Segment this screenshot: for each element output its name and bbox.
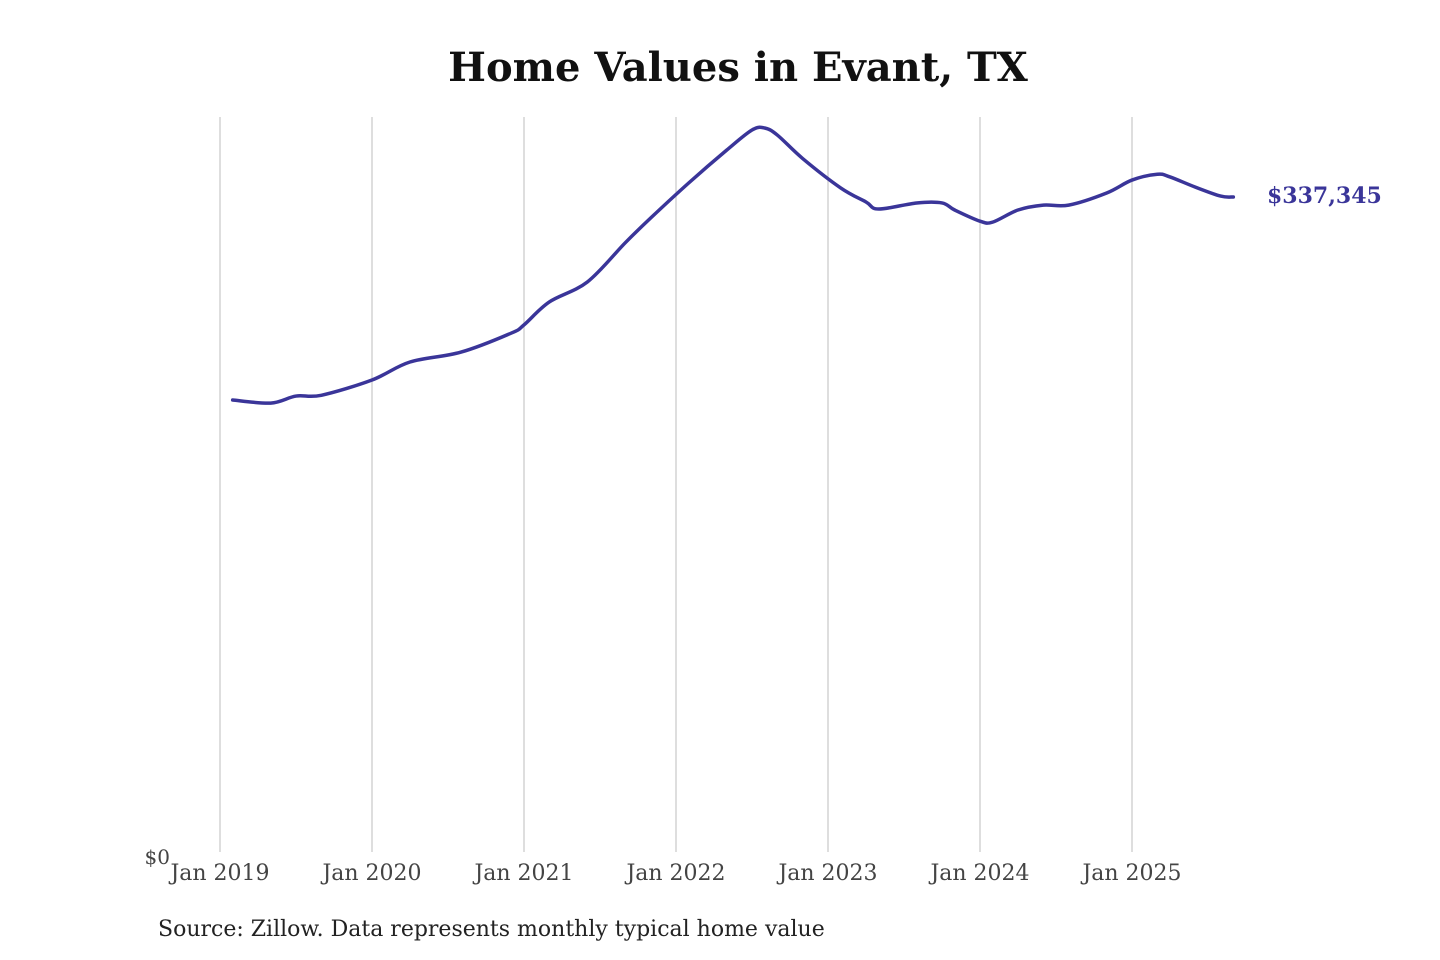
data-point bbox=[1067, 203, 1071, 207]
data-point bbox=[1041, 203, 1045, 207]
data-point bbox=[801, 157, 805, 161]
data-point bbox=[408, 360, 412, 364]
data-point bbox=[269, 401, 273, 405]
data-point bbox=[991, 220, 995, 224]
data-point bbox=[750, 128, 754, 132]
data-point bbox=[1130, 178, 1134, 182]
data-point bbox=[509, 331, 513, 335]
data-point bbox=[1193, 185, 1197, 189]
data-point bbox=[877, 207, 881, 211]
data-point bbox=[978, 219, 982, 223]
x-tick-label: Jan 2025 bbox=[1080, 861, 1181, 886]
x-tick-label: Jan 2022 bbox=[624, 861, 725, 886]
x-tick-label: Jan 2019 bbox=[168, 861, 269, 886]
x-tick-label: Jan 2021 bbox=[472, 861, 573, 886]
data-point bbox=[1155, 172, 1159, 176]
series-line bbox=[230, 125, 1236, 405]
data-point bbox=[940, 201, 944, 205]
data-point bbox=[585, 280, 589, 284]
data-point bbox=[864, 200, 868, 204]
data-point bbox=[839, 186, 843, 190]
data-point bbox=[1168, 175, 1172, 179]
data-point bbox=[915, 201, 919, 205]
y-tick-label: $0 bbox=[145, 845, 170, 869]
data-point bbox=[459, 350, 463, 354]
source-note: Source: Zillow. Data represents monthly … bbox=[158, 917, 825, 942]
x-tick-label: Jan 2024 bbox=[928, 861, 1029, 886]
data-point bbox=[522, 323, 526, 327]
x-tick-label: Jan 2023 bbox=[776, 861, 877, 886]
data-point bbox=[687, 181, 691, 185]
data-point bbox=[231, 398, 235, 402]
data-point bbox=[725, 148, 729, 152]
data-point bbox=[294, 394, 298, 398]
last-value-label: $337,345 bbox=[1267, 183, 1382, 209]
data-point bbox=[547, 300, 551, 304]
data-point bbox=[1105, 191, 1109, 195]
data-point bbox=[1016, 208, 1020, 212]
data-point bbox=[649, 216, 653, 220]
data-point bbox=[763, 126, 767, 130]
data-point bbox=[370, 378, 374, 382]
data-point bbox=[1219, 194, 1223, 198]
x-tick-label: Jan 2020 bbox=[320, 861, 421, 886]
data-point bbox=[623, 241, 627, 245]
data-point bbox=[1231, 195, 1235, 199]
data-point bbox=[319, 393, 323, 397]
data-point bbox=[775, 133, 779, 137]
chart-title: Home Values in Evant, TX bbox=[448, 44, 1028, 91]
data-point bbox=[953, 208, 957, 212]
